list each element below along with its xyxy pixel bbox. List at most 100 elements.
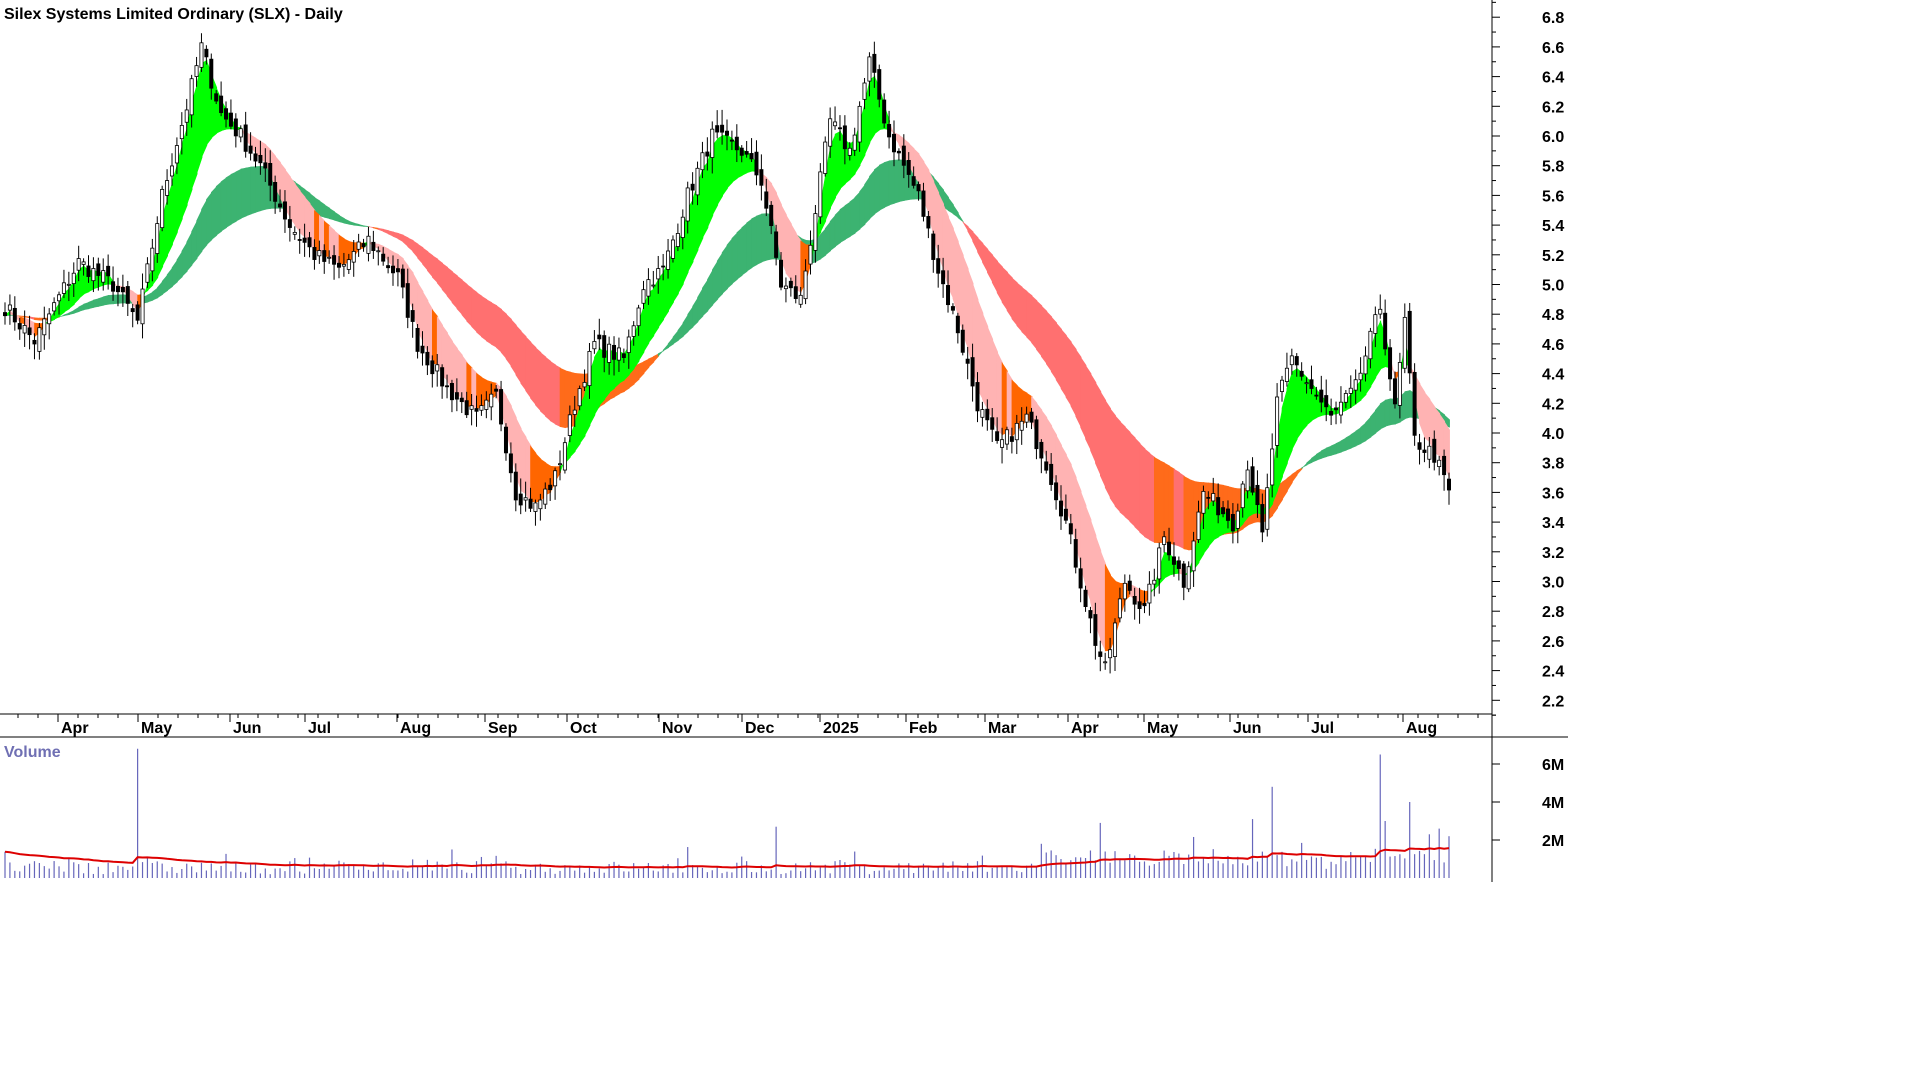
candle-body-down [381, 253, 386, 262]
short-term-band-segment [1286, 371, 1293, 464]
candle-body-up [366, 235, 371, 254]
candle [1029, 407, 1034, 430]
long-term-band-segment [1050, 316, 1057, 381]
candle-body-down [336, 262, 341, 268]
long-term-band-segment [186, 231, 193, 272]
short-term-band-segment [942, 203, 949, 288]
candle [317, 240, 322, 264]
candle [597, 318, 602, 351]
candle-body-down [1039, 441, 1044, 459]
candle [901, 134, 906, 179]
candle-body-down [946, 285, 951, 306]
price-tick-label: 3.4 [1542, 515, 1564, 532]
price-tick-label: 2.4 [1542, 664, 1564, 681]
candle [489, 383, 494, 421]
candle-body-up [1024, 413, 1029, 423]
candle [1073, 528, 1078, 574]
candle [906, 152, 911, 188]
short-term-band-segment [982, 312, 989, 410]
candle-body-up [435, 364, 440, 372]
candle-body-down [744, 151, 749, 155]
date-tick-label: Dec [745, 720, 774, 737]
candle [1392, 371, 1397, 409]
candle [52, 297, 57, 316]
candle-body-down [882, 99, 887, 124]
candle-body-down [754, 151, 759, 176]
candle-body-up [184, 109, 189, 123]
candle-body-down [474, 408, 479, 412]
candle [386, 256, 391, 274]
candle [980, 401, 985, 427]
candle-body-up [174, 145, 179, 164]
candle-body-down [430, 360, 435, 375]
candle-body-down [621, 353, 626, 358]
long-term-band-segment [1109, 407, 1116, 508]
candle [1049, 453, 1054, 491]
short-term-band-segment [1085, 505, 1092, 603]
long-term-band-segment [1134, 437, 1141, 533]
candle [435, 354, 440, 387]
price-tick-label: 5.2 [1542, 248, 1564, 265]
candle [351, 239, 356, 277]
candle-body-down [1309, 379, 1314, 389]
candle-body-up [61, 282, 66, 294]
candle [1260, 493, 1265, 543]
candle [233, 113, 238, 148]
candle-body-up [351, 251, 356, 263]
short-term-band-segment [1100, 550, 1107, 652]
candle-body-down [106, 265, 111, 277]
long-term-band-segment [849, 196, 856, 238]
candle-body-up [66, 283, 71, 286]
date-tick-label: Jul [308, 720, 331, 737]
candle [420, 331, 425, 366]
candle [155, 216, 160, 263]
candle [631, 321, 636, 346]
candle-body-down [1063, 508, 1068, 521]
candle [42, 306, 47, 350]
candle-body-up [1117, 598, 1122, 619]
price-tick-label: 5.4 [1542, 218, 1564, 235]
candle [592, 330, 597, 354]
candle [612, 336, 617, 376]
short-term-band-segment [937, 192, 945, 270]
candle [228, 99, 233, 130]
candle [1093, 602, 1098, 660]
candle-body-down [779, 259, 784, 288]
price-chart: 2.2 2.4 2.6 2.8 3.0 3.2 3.4 3.6 3.8 4.0 4.2 4.4 4.6 4… [0, 0, 1568, 882]
candle-body-down [224, 108, 229, 120]
long-term-band-segment [986, 248, 994, 283]
candle [965, 346, 970, 380]
candle [307, 231, 312, 258]
candle [1402, 303, 1407, 374]
candle [1058, 485, 1063, 530]
candle [891, 120, 896, 167]
candle-body-down [410, 310, 415, 322]
candle-body-down [548, 484, 553, 491]
candle-body-up [1363, 355, 1368, 375]
candle-body-down [916, 184, 921, 192]
candle-body-down [386, 265, 391, 269]
candle-body-up [1348, 387, 1353, 394]
candle-body-up [1270, 448, 1275, 486]
candle [1122, 574, 1127, 612]
candle-body-up [489, 393, 494, 408]
candle [675, 223, 680, 252]
candle [1329, 398, 1334, 426]
candle [160, 185, 165, 232]
candle [513, 463, 518, 512]
candle-body-down [508, 453, 513, 474]
candle [248, 132, 253, 161]
candle [715, 110, 720, 139]
short-term-band-segment [53, 302, 60, 321]
short-term-band-segment [1419, 382, 1426, 438]
candle-body-down [1422, 449, 1427, 453]
candle-body-down [1142, 602, 1147, 607]
long-term-band-segment [1041, 305, 1048, 365]
long-term-band-segment [741, 222, 748, 276]
candle [165, 169, 170, 205]
candle [120, 274, 125, 307]
short-term-band-segment [505, 395, 512, 453]
candle [1284, 352, 1289, 387]
candle-body-down [1250, 466, 1255, 493]
candle [479, 394, 484, 416]
